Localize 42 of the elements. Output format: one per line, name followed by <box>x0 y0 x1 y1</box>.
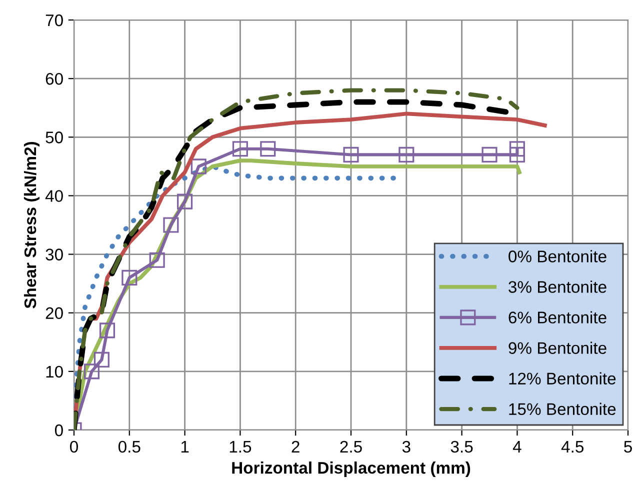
point <box>232 141 248 157</box>
point <box>149 252 165 268</box>
y-tick-label: 30 <box>46 248 63 260</box>
x-tick-label: 5 <box>624 441 632 453</box>
legend-label: 12% Bentonite <box>509 372 616 385</box>
x-tick-label: 0.5 <box>118 440 140 453</box>
point <box>260 141 276 157</box>
x-tick-label: 3.5 <box>450 440 473 453</box>
x-tick-label: 1 <box>181 441 189 452</box>
x-axis-title: Horizontal Displacement (mm) <box>232 462 470 478</box>
x-tick-label: 0 <box>70 440 78 453</box>
point <box>343 146 359 162</box>
x-tick-label: 1.5 <box>230 441 252 453</box>
point <box>190 158 206 174</box>
y-tick-label: 70 <box>46 14 63 26</box>
y-tick-label: 40 <box>45 190 63 202</box>
x-tick-label: 2 <box>292 440 300 452</box>
legend-label: 9% Bentonite <box>508 342 606 354</box>
y-tick-label: 60 <box>46 72 63 85</box>
point <box>122 270 138 286</box>
y-tick-label: 50 <box>46 132 63 144</box>
point <box>509 141 525 157</box>
y-tick-label: 10 <box>46 366 63 378</box>
point <box>177 194 193 210</box>
x-tick-label: 3 <box>402 440 410 453</box>
x-tick-label: 2.5 <box>340 440 362 453</box>
point <box>482 146 498 162</box>
x-tick-label: 4 <box>512 441 522 452</box>
legend-label: 6% Bentonite <box>508 311 606 324</box>
point <box>99 322 116 338</box>
y-axis-title: Shear Stress (kN/m2) <box>24 142 40 308</box>
legend-label: 15% Bentonite <box>509 402 616 416</box>
y-tick-label: 0 <box>54 424 63 436</box>
point <box>398 146 414 162</box>
x-tick-label: 4.5 <box>561 441 584 453</box>
point <box>509 146 525 162</box>
legend-label: 0% Bentonite <box>508 250 606 262</box>
y-tick-label: 20 <box>46 307 63 320</box>
point <box>94 352 110 368</box>
point <box>84 364 100 380</box>
legend-label: 3% Bentonite <box>508 280 606 293</box>
point <box>163 217 179 233</box>
